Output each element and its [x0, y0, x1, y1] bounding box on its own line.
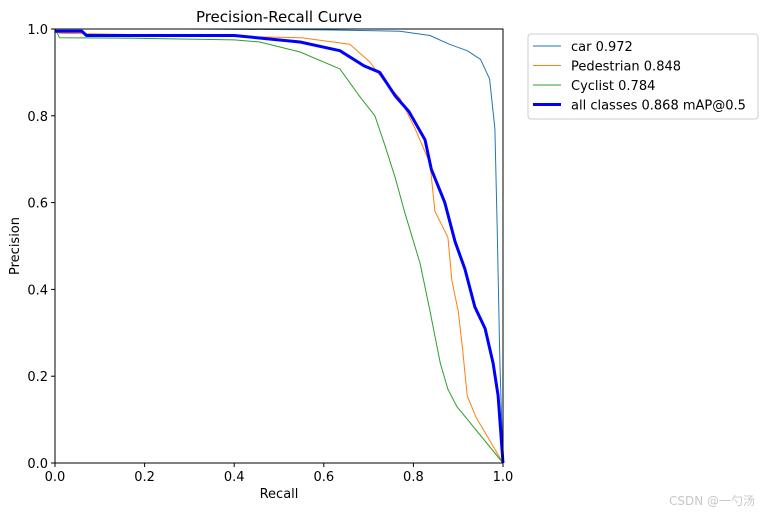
y-axis-label: Precision	[8, 217, 23, 275]
y-tick-label: 0.4	[27, 283, 48, 298]
legend: car 0.972 Pedestrian 0.848 Cyclist 0.784 al…	[527, 33, 759, 120]
x-tick-label: 0.0	[45, 470, 66, 485]
y-tick-label: 0.0	[27, 457, 48, 472]
legend-label-1: Pedestrian 0.848	[571, 60, 681, 75]
x-axis: 0.0 0.2 0.4 0.6 0.8 1.0	[45, 463, 514, 485]
legend-label-2: Cyclist 0.784	[571, 79, 655, 94]
y-axis: 0.0 0.2 0.4 0.6 0.8 1.0	[27, 23, 55, 472]
y-tick-label: 0.6	[27, 197, 48, 212]
x-tick-label: 1.0	[493, 470, 514, 485]
series-line-3	[55, 29, 505, 464]
legend-label-3: all classes 0.868 mAP@0.5	[571, 99, 746, 114]
x-tick-label: 0.8	[403, 470, 424, 485]
y-tick-label: 0.8	[27, 110, 48, 125]
series-line-1	[54, 28, 504, 464]
x-tick-label: 0.4	[224, 470, 245, 485]
plot-area	[54, 28, 505, 464]
chart-title: Precision-Recall Curve	[196, 8, 362, 26]
y-tick-label: 0.2	[27, 370, 48, 385]
watermark: CSDN @一勺汤	[668, 494, 755, 508]
legend-label-0: car 0.972	[571, 40, 633, 55]
series-line-0	[55, 28, 504, 464]
x-tick-label: 0.6	[313, 470, 334, 485]
x-tick-label: 0.2	[134, 470, 155, 485]
series-line-2	[54, 28, 504, 464]
legend-box	[527, 33, 759, 120]
y-tick-label: 1.0	[27, 23, 48, 38]
x-axis-label: Recall	[260, 487, 299, 502]
plot-frame	[54, 28, 504, 464]
